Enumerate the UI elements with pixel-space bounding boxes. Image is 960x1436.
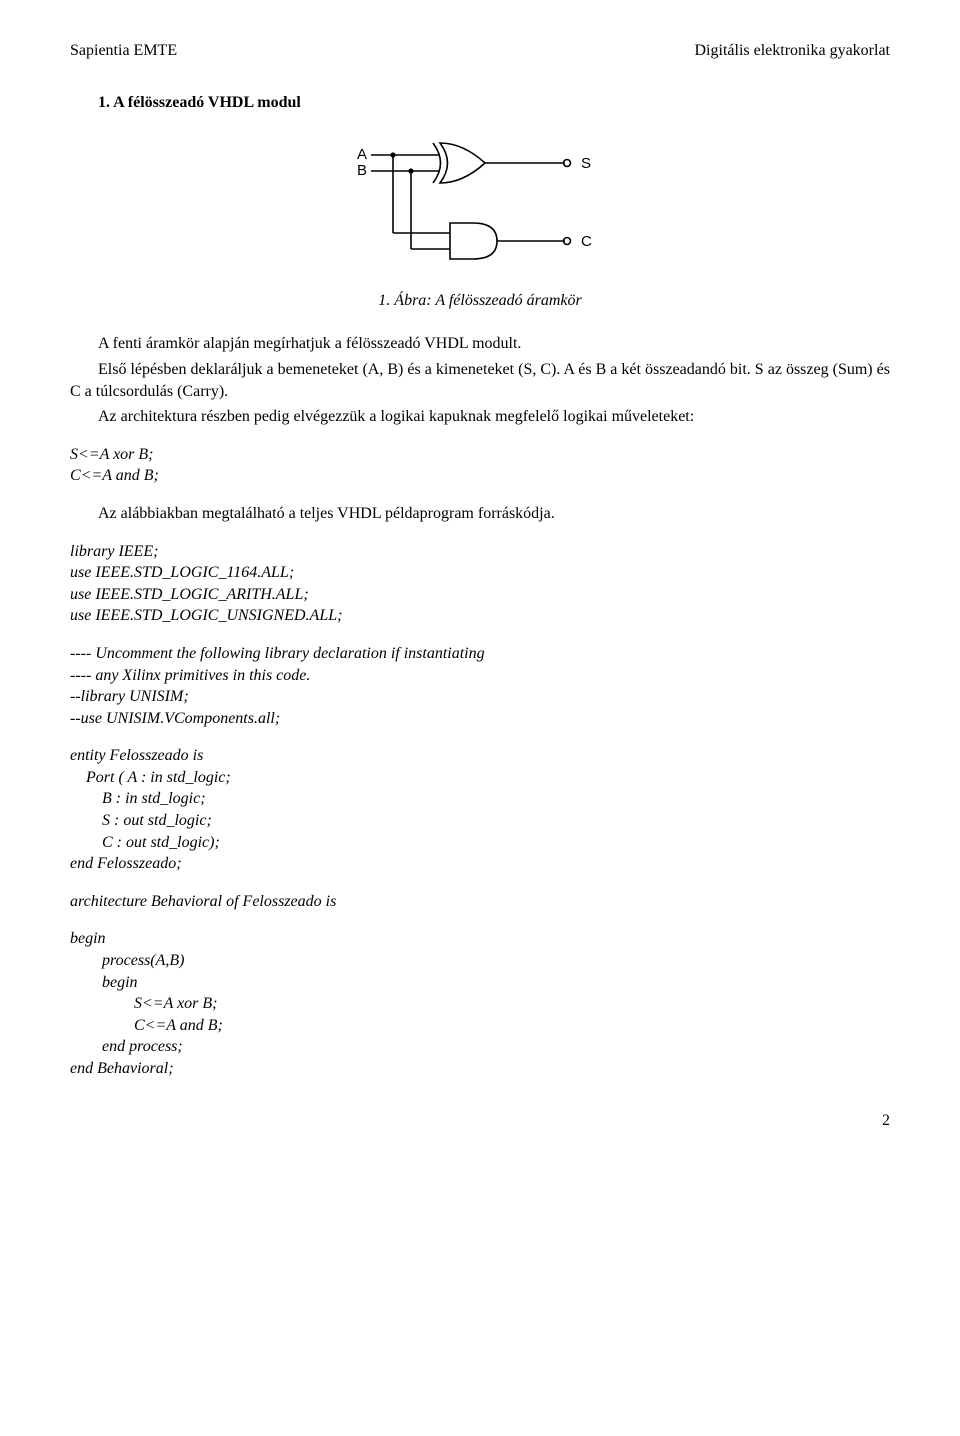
code-line: C<=A and B; — [70, 1015, 890, 1037]
section-heading: 1. A félösszeadó VHDL modul — [98, 92, 890, 114]
figure-caption: 1. Ábra: A félösszeadó áramkör — [70, 290, 890, 312]
code-line: process(A,B) — [70, 950, 890, 972]
code-entity: entity Felosszeado is Port ( A : in std_… — [70, 745, 890, 875]
code-line: use IEEE.STD_LOGIC_1164.ALL; — [70, 562, 890, 584]
header-left: Sapientia EMTE — [70, 40, 177, 62]
code-library: library IEEE; use IEEE.STD_LOGIC_1164.AL… — [70, 541, 890, 627]
paragraph-intro-a: A fenti áramkör alapján megírhatjuk a fé… — [70, 333, 890, 355]
code-line: begin — [70, 928, 890, 950]
header-right: Digitális elektronika gyakorlat — [695, 40, 891, 62]
figure-caption-text: 1. Ábra: A félösszeadó áramkör — [378, 292, 581, 309]
code-line: use IEEE.STD_LOGIC_UNSIGNED.ALL; — [70, 605, 890, 627]
code-line: S : out std_logic; — [70, 810, 890, 832]
label-b: B — [357, 162, 367, 179]
paragraph-source-intro: Az alábbiakban megtalálható a teljes VHD… — [70, 503, 890, 525]
code-line: ---- Uncomment the following library dec… — [70, 643, 890, 665]
code-comment: ---- Uncomment the following library dec… — [70, 643, 890, 729]
code-line: Port ( A : in std_logic; — [70, 767, 890, 789]
code-line: entity Felosszeado is — [70, 745, 890, 767]
paragraph-intro-c: Az architektura részben pedig elvégezzük… — [70, 406, 890, 428]
code-ops: S<=A xor B; C<=A and B; — [70, 444, 890, 487]
label-c: C — [581, 233, 592, 250]
code-line: library IEEE; — [70, 541, 890, 563]
code-line: --use UNISIM.VComponents.all; — [70, 708, 890, 730]
label-s: S — [581, 155, 591, 172]
label-a: A — [357, 146, 367, 163]
page-number: 2 — [70, 1110, 890, 1132]
code-line: S<=A xor B; — [70, 444, 890, 466]
code-arch-body: begin process(A,B) begin S<=A xor B; C<=… — [70, 928, 890, 1079]
code-line: B : in std_logic; — [70, 788, 890, 810]
code-line: C<=A and B; — [70, 465, 890, 487]
half-adder-figure: A B S C — [70, 137, 890, 284]
paragraph-intro-b: Első lépésben deklaráljuk a bemeneteket … — [70, 359, 890, 402]
code-line: end Felosszeado; — [70, 853, 890, 875]
code-arch-head: architecture Behavioral of Felosszeado i… — [70, 891, 890, 913]
code-line: C : out std_logic); — [70, 832, 890, 854]
code-line: end process; — [70, 1036, 890, 1058]
code-line: --library UNISIM; — [70, 686, 890, 708]
half-adder-diagram-icon: A B S C — [345, 137, 615, 277]
code-line: ---- any Xilinx primitives in this code. — [70, 665, 890, 687]
code-line: S<=A xor B; — [70, 993, 890, 1015]
code-line: end Behavioral; — [70, 1058, 890, 1080]
code-line: use IEEE.STD_LOGIC_ARITH.ALL; — [70, 584, 890, 606]
page-header: Sapientia EMTE Digitális elektronika gya… — [70, 40, 890, 62]
code-line: architecture Behavioral of Felosszeado i… — [70, 891, 890, 913]
code-line: begin — [70, 972, 890, 994]
